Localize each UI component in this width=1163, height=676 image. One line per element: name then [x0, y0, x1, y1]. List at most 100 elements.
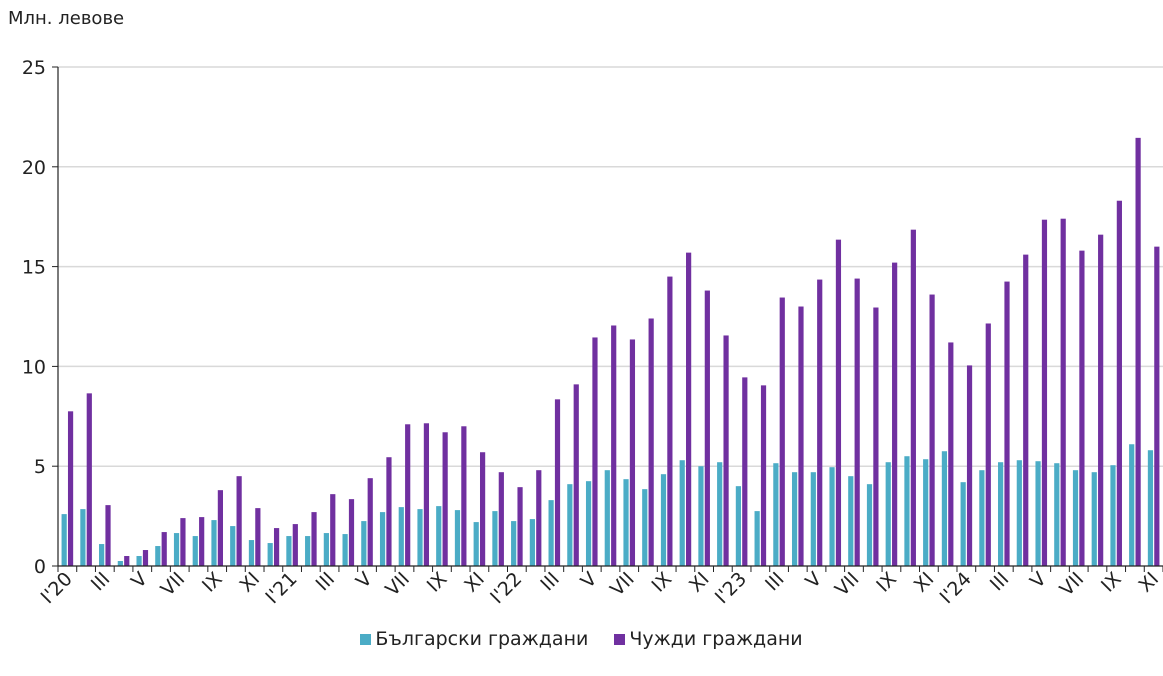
bar — [1147, 450, 1154, 566]
bar — [592, 337, 598, 566]
x-tick-label: VII — [157, 568, 190, 601]
x-tick-label: IX — [647, 568, 676, 597]
bar — [155, 546, 161, 566]
bar — [941, 451, 948, 566]
y-axis-unit-label: Млн. левове — [8, 8, 125, 29]
bar — [866, 484, 873, 566]
bar — [230, 526, 236, 566]
y-tick-label: 15 — [22, 257, 46, 279]
bar — [379, 512, 386, 566]
bar — [929, 294, 935, 566]
bar — [642, 489, 648, 566]
y-tick-label: 0 — [34, 556, 46, 578]
legend-swatch-foreign — [614, 633, 626, 645]
bar — [511, 521, 517, 566]
bar — [723, 335, 729, 566]
x-tick-label: V — [127, 568, 152, 593]
bar — [679, 460, 685, 566]
x-tick-label: VII — [381, 568, 414, 601]
x-tick-label: XI — [910, 568, 939, 597]
bar — [648, 318, 654, 566]
bar — [305, 536, 311, 566]
legend-item-bulgarian: Български граждани — [360, 628, 588, 650]
bar — [1054, 463, 1060, 566]
bar — [1016, 460, 1022, 566]
bar — [848, 476, 854, 566]
bar — [742, 377, 748, 566]
x-tick-label: V — [1026, 568, 1051, 593]
bar — [217, 490, 223, 566]
bar — [1035, 461, 1041, 566]
y-tick-label: 10 — [22, 356, 46, 378]
legend: Български граждани Чужди граждани — [0, 628, 1163, 650]
bar — [105, 505, 111, 566]
x-tick-label: V — [352, 568, 377, 593]
x-tick-label: XI — [460, 568, 489, 597]
x-tick-label: IX — [198, 568, 227, 597]
bar — [442, 432, 448, 566]
bar — [923, 459, 929, 566]
x-tick-label: XI — [1134, 568, 1163, 597]
bar — [492, 511, 498, 566]
x-tick-label: V — [577, 568, 602, 593]
bar — [479, 452, 486, 566]
x-tick-label: IX — [423, 568, 452, 597]
x-tick-label: XI — [235, 568, 264, 597]
y-tick-label: 20 — [22, 157, 46, 179]
bar — [892, 262, 898, 566]
bar — [117, 561, 123, 566]
bar — [754, 511, 760, 566]
bar — [854, 278, 860, 566]
bar — [192, 536, 198, 566]
bar — [835, 239, 842, 567]
bar — [211, 520, 217, 566]
bar — [1023, 254, 1029, 566]
bar — [1079, 250, 1085, 566]
y-tick-label: 25 — [22, 57, 46, 79]
bar — [998, 462, 1004, 566]
y-axis-ticks: 0 5 10 15 20 25 — [22, 57, 58, 578]
bar — [698, 466, 704, 566]
bar — [1098, 234, 1104, 566]
bar — [267, 543, 273, 566]
legend-item-foreign: Чужди граждани — [614, 628, 803, 650]
bar — [461, 426, 467, 566]
bar — [604, 470, 610, 566]
bar — [536, 470, 542, 566]
bar — [735, 486, 742, 566]
bar — [173, 533, 180, 566]
x-tick-label: I'22 — [486, 568, 526, 608]
bar — [810, 472, 816, 566]
bar — [585, 481, 592, 566]
bar — [979, 470, 985, 566]
bar — [417, 509, 423, 566]
bar — [180, 518, 186, 566]
bar — [966, 365, 973, 566]
y-tick-label: 5 — [34, 456, 46, 478]
bar — [292, 524, 298, 566]
bar — [623, 479, 629, 566]
x-tick-label: IX — [1097, 568, 1126, 597]
bars — [61, 137, 1160, 567]
bar — [423, 423, 430, 566]
bar — [436, 506, 442, 566]
bar — [398, 507, 404, 566]
bar — [960, 482, 966, 566]
bar — [829, 467, 835, 566]
bar — [873, 307, 879, 566]
bar — [660, 474, 667, 566]
x-axis-ticks: I'20 III V VII IX XII'21 III V VII IX XII'22 III V VI… — [37, 566, 1163, 608]
bar — [136, 556, 142, 566]
bar — [548, 500, 554, 566]
bar — [348, 499, 355, 566]
legend-label-bulgarian: Български граждани — [375, 628, 589, 650]
bar — [1072, 470, 1079, 566]
bar — [798, 306, 804, 566]
bar — [704, 290, 710, 566]
bar — [361, 521, 367, 566]
legend-swatch-bulgarian — [360, 633, 372, 645]
bar — [717, 462, 723, 566]
bar — [342, 534, 348, 566]
bar — [142, 550, 149, 566]
bar — [529, 519, 535, 566]
